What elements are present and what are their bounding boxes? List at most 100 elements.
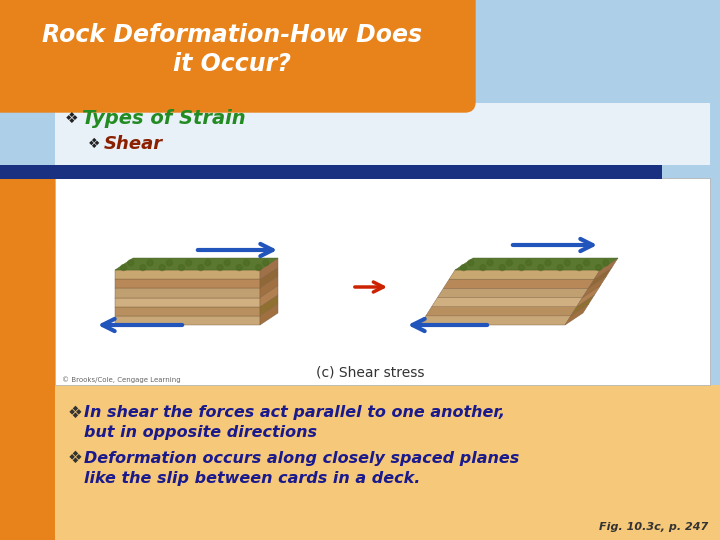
Polygon shape [115,258,278,270]
Circle shape [140,265,146,271]
Bar [55,260,710,266]
Bar [55,208,710,214]
Text: Deformation occurs along closely spaced planes: Deformation occurs along closely spaced … [84,450,519,465]
Bar [55,103,710,165]
Polygon shape [426,307,577,316]
Bar [55,266,710,272]
Polygon shape [115,288,260,298]
Circle shape [147,260,153,266]
Circle shape [480,265,486,271]
Text: ❖: ❖ [65,111,78,125]
Bar [55,225,710,231]
Bar [55,191,710,197]
Bar [55,272,710,278]
Text: Fig. 10.3c, p. 247: Fig. 10.3c, p. 247 [599,522,708,532]
Text: ❖: ❖ [68,449,83,467]
Polygon shape [582,276,606,298]
Circle shape [595,265,602,271]
Polygon shape [594,258,618,279]
Polygon shape [260,267,278,288]
Circle shape [159,265,165,271]
Circle shape [468,260,474,266]
Text: ❖: ❖ [68,404,83,422]
Bar [55,179,710,295]
Polygon shape [260,295,278,316]
Circle shape [526,260,531,266]
Text: © Brooks/Cole, Cengage Learning: © Brooks/Cole, Cengage Learning [62,376,181,383]
Bar [55,185,710,191]
Polygon shape [260,286,278,307]
Polygon shape [115,270,260,279]
Bar [55,231,710,237]
Text: Rock Deformation-How Does: Rock Deformation-How Does [42,23,422,47]
Polygon shape [449,270,600,279]
Polygon shape [444,279,594,288]
Bar [55,202,710,208]
Bar [55,179,710,185]
Polygon shape [438,288,588,298]
Text: (c) Shear stress: (c) Shear stress [316,365,424,379]
Text: it Occur?: it Occur? [173,52,291,76]
Circle shape [166,260,172,266]
FancyBboxPatch shape [0,0,475,112]
Circle shape [564,260,570,266]
Polygon shape [432,298,582,307]
Circle shape [576,265,582,271]
Circle shape [499,265,505,271]
Polygon shape [588,267,612,288]
Circle shape [224,260,230,266]
Bar [55,214,710,220]
Circle shape [603,260,609,266]
Circle shape [217,265,223,271]
Circle shape [256,265,261,271]
Polygon shape [565,304,589,325]
Bar [55,220,710,225]
Bar [55,248,710,254]
Circle shape [506,260,513,266]
Polygon shape [577,286,600,307]
Bar [55,178,710,385]
Circle shape [263,260,269,266]
Text: like the slip between cards in a deck.: like the slip between cards in a deck. [84,470,420,485]
Text: but in opposite directions: but in opposite directions [84,424,317,440]
Circle shape [583,260,590,266]
Polygon shape [455,258,618,270]
Circle shape [179,265,184,271]
Polygon shape [115,316,260,325]
Polygon shape [260,258,278,279]
Circle shape [545,260,551,266]
Bar [55,284,710,289]
Bar [0,165,662,179]
Text: Types of Strain: Types of Strain [82,109,246,127]
Circle shape [538,265,544,271]
Circle shape [186,260,192,266]
Bar [55,385,720,540]
Bar [55,289,710,295]
Circle shape [487,260,493,266]
Circle shape [205,260,211,266]
Bar [55,197,710,202]
Bar [55,237,710,243]
Bar [0,165,55,540]
Circle shape [128,260,134,266]
Polygon shape [260,304,278,325]
Bar [55,278,710,284]
Circle shape [461,265,467,271]
Polygon shape [571,295,595,316]
Polygon shape [115,307,260,316]
Circle shape [121,265,127,271]
Circle shape [243,260,250,266]
Polygon shape [260,276,278,298]
Circle shape [198,265,204,271]
Circle shape [518,265,524,271]
Text: In shear the forces act parallel to one another,: In shear the forces act parallel to one … [84,406,505,421]
Polygon shape [420,316,571,325]
Polygon shape [115,279,260,288]
Circle shape [236,265,243,271]
Bar [55,254,710,260]
Bar [55,243,710,248]
Polygon shape [115,298,260,307]
Text: ❖: ❖ [88,137,101,151]
Text: Shear: Shear [104,135,163,153]
Circle shape [557,265,563,271]
